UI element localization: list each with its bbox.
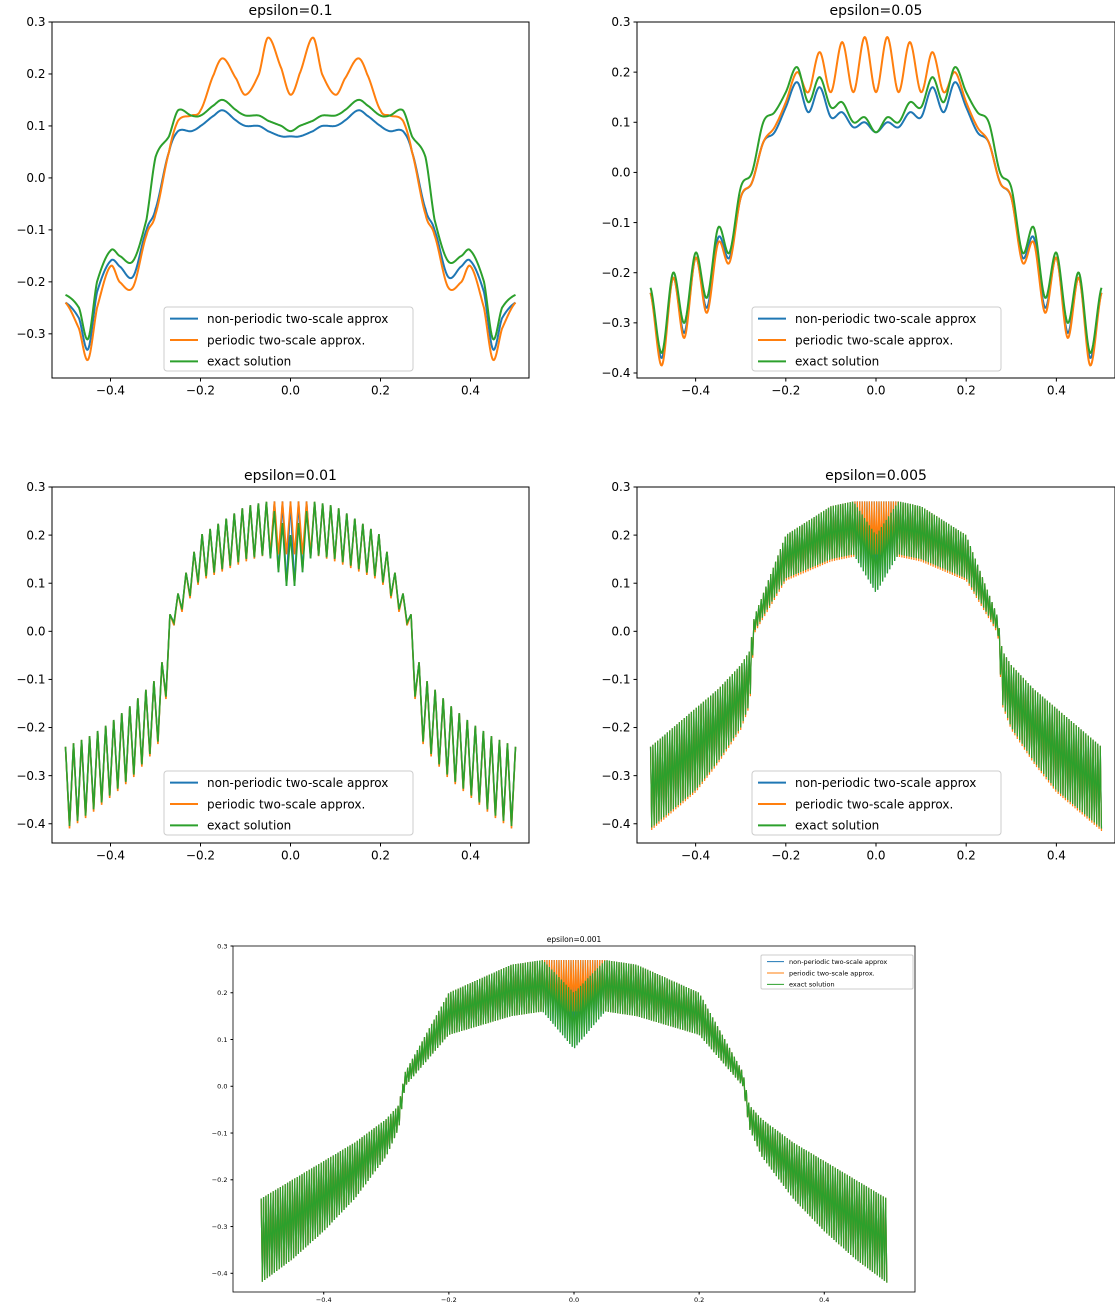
x-tick-label: 0.2	[371, 849, 390, 863]
x-tick-label: 0.4	[461, 849, 480, 863]
x-tick-label: 0.4	[461, 384, 480, 398]
legend-label: periodic two-scale approx.	[789, 969, 875, 977]
legend-label: exact solution	[789, 981, 835, 989]
x-tick-label: 0.4	[819, 1296, 829, 1304]
y-tick-label: −0.1	[601, 673, 630, 687]
x-tick-label: 0.2	[957, 849, 976, 863]
x-tick-label: 0.0	[866, 384, 885, 398]
chart-title: epsilon=0.01	[244, 468, 337, 484]
y-tick-label: −0.3	[212, 1223, 228, 1231]
y-tick-label: −0.3	[16, 327, 45, 341]
x-tick-label: 0.0	[866, 849, 885, 863]
y-tick-label: −0.3	[601, 769, 630, 783]
y-tick-label: −0.1	[16, 223, 45, 237]
y-tick-label: −0.4	[16, 817, 45, 831]
x-tick-label: −0.2	[771, 384, 800, 398]
x-tick-label: 0.4	[1047, 849, 1066, 863]
x-tick-label: 0.2	[957, 384, 976, 398]
y-tick-label: −0.3	[601, 316, 630, 330]
y-tick-label: −0.2	[601, 721, 630, 735]
y-tick-label: −0.1	[212, 1129, 228, 1137]
chart-panel-4: epsilon=0.005 −0.4 −0.2 0.0 0.2 0.4 −0.4 −0.3 −0…	[601, 468, 1115, 863]
x-tick-label: −0.4	[96, 384, 125, 398]
y-tick-label: 0.0	[26, 625, 45, 639]
y-tick-label: 0.2	[26, 67, 45, 81]
y-tick-label: −0.2	[601, 266, 630, 280]
y-tick-label: −0.2	[16, 721, 45, 735]
x-tick-label: −0.2	[771, 849, 800, 863]
chart-panel-5: epsilon=0.001 −0.4 −0.2 0.0 0.2 0.4 −0.4 −0.3 −0…	[212, 935, 915, 1304]
legend-label: periodic two-scale approx.	[795, 797, 953, 811]
chart-title: epsilon=0.005	[825, 468, 927, 484]
y-tick-label: 0.2	[217, 989, 227, 997]
y-tick-label: 0.0	[611, 625, 630, 639]
y-tick-label: −0.2	[16, 275, 45, 289]
y-tick-label: 0.3	[611, 15, 630, 29]
y-tick-label: 0.1	[611, 576, 630, 590]
y-tick-label: 0.0	[611, 166, 630, 180]
y-tick-label: 0.3	[26, 15, 45, 29]
x-tick-label: −0.4	[96, 849, 125, 863]
y-tick-label: 0.3	[217, 942, 227, 950]
y-tick-label: 0.0	[26, 171, 45, 185]
y-tick-label: 0.1	[217, 1036, 227, 1044]
chart-title: epsilon=0.1	[248, 3, 332, 19]
y-tick-label: −0.2	[212, 1176, 228, 1184]
chart-panel-1: epsilon=0.1 −0.4 −0.2 0.0 0.2 0.4 −0.3 −0.2 −0.1…	[16, 3, 529, 398]
y-tick-label: 0.2	[26, 528, 45, 542]
legend-label: exact solution	[795, 355, 879, 369]
y-tick-label: 0.1	[26, 119, 45, 133]
x-tick-label: −0.4	[316, 1296, 332, 1304]
legend-label: non-periodic two-scale approx	[795, 312, 976, 326]
x-tick-label: 0.0	[569, 1296, 579, 1304]
x-tick-label: −0.2	[186, 384, 215, 398]
x-tick-label: −0.4	[681, 849, 710, 863]
chart-panel-3: epsilon=0.01 −0.4 −0.2 0.0 0.2 0.4 −0.4 −0.3 −0.…	[16, 468, 529, 863]
legend-label: exact solution	[207, 355, 291, 369]
chart-title: epsilon=0.05	[830, 3, 923, 19]
legend: non-periodic two-scale approx periodic tw…	[752, 307, 1001, 371]
x-tick-label: 0.2	[371, 384, 390, 398]
legend: non-periodic two-scale approx periodic tw…	[752, 771, 1001, 835]
x-tick-label: −0.4	[681, 384, 710, 398]
legend-label: non-periodic two-scale approx	[795, 776, 976, 790]
y-tick-label: 0.2	[611, 528, 630, 542]
x-tick-label: −0.2	[441, 1296, 457, 1304]
legend-label: non-periodic two-scale approx	[207, 312, 388, 326]
x-tick-label: 0.0	[281, 849, 300, 863]
x-tick-label: 0.4	[1047, 384, 1066, 398]
x-tick-label: −0.2	[186, 849, 215, 863]
legend-label: periodic two-scale approx.	[795, 333, 953, 347]
y-tick-label: −0.4	[212, 1270, 228, 1278]
legend-label: non-periodic two-scale approx	[207, 776, 388, 790]
legend: non-periodic two-scale approx periodic tw…	[164, 771, 413, 835]
y-tick-label: −0.4	[601, 817, 630, 831]
legend: non-periodic two-scale approx periodic tw…	[164, 307, 413, 371]
legend-label: exact solution	[207, 819, 291, 833]
x-tick-label: 0.0	[281, 384, 300, 398]
legend: non-periodic two-scale approx periodic tw…	[761, 955, 913, 989]
legend-label: periodic two-scale approx.	[207, 333, 365, 347]
y-tick-label: −0.3	[16, 769, 45, 783]
y-tick-label: −0.1	[16, 673, 45, 687]
y-tick-label: 0.1	[611, 115, 630, 129]
legend-label: non-periodic two-scale approx	[789, 958, 887, 966]
y-tick-label: −0.4	[601, 366, 630, 380]
series-band-3	[261, 960, 887, 1283]
y-tick-label: 0.2	[611, 65, 630, 79]
y-tick-label: 0.1	[26, 576, 45, 590]
y-tick-label: −0.1	[601, 216, 630, 230]
y-tick-label: 0.0	[217, 1083, 227, 1091]
legend-label: periodic two-scale approx.	[207, 797, 365, 811]
legend-label: exact solution	[795, 819, 879, 833]
chart-title: epsilon=0.001	[547, 935, 602, 944]
x-tick-label: 0.2	[694, 1296, 704, 1304]
chart-panel-2: epsilon=0.05 −0.4 −0.2 0.0 0.2 0.4 −0.4 −0.3 −0.…	[601, 3, 1115, 398]
plot-area	[261, 960, 887, 1283]
y-tick-label: 0.3	[26, 480, 45, 494]
y-tick-label: 0.3	[611, 480, 630, 494]
